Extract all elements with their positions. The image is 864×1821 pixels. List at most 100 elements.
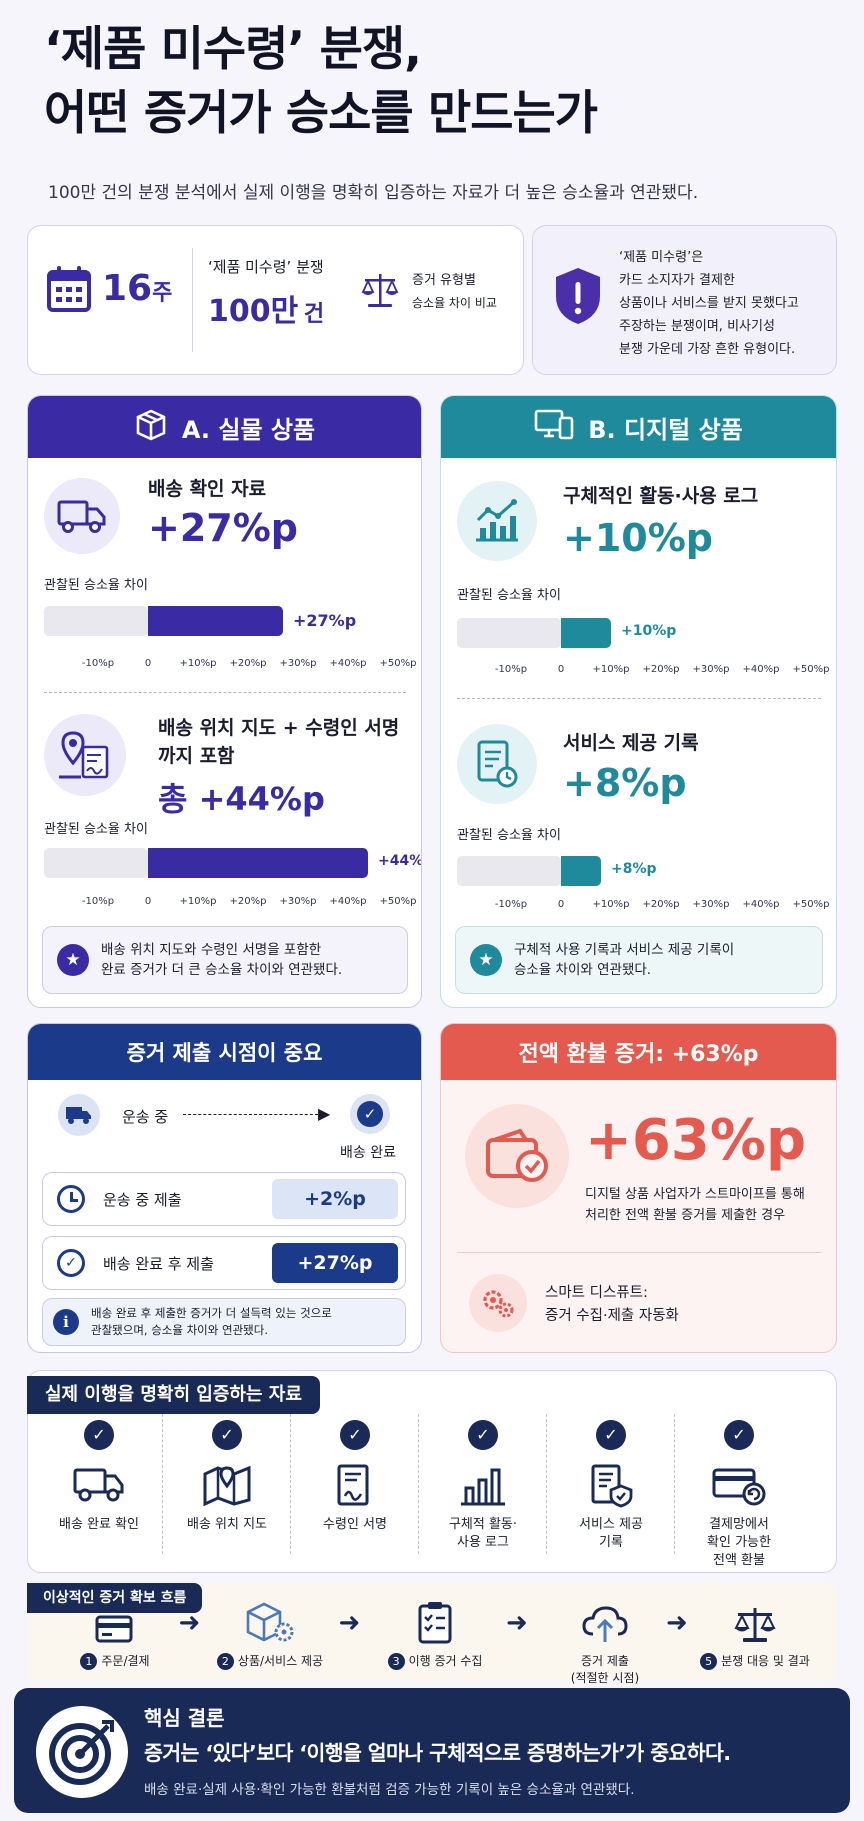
evidence-item-label-1: 배송 완료 확인: [58, 1517, 140, 1532]
axis-tick-label: +10%p: [592, 664, 630, 675]
map-icon: [168, 1464, 286, 1510]
disputes-stat: 100만 건: [208, 286, 324, 330]
step-number: 2: [216, 1653, 234, 1670]
compare-label: 증거 유형별 승소율 차이 비교: [412, 270, 497, 314]
evidence-types-header: 실제 이행을 명확히 입증하는 자료: [27, 1376, 320, 1414]
evidence-item-label-2: 확인 가능한: [707, 1535, 771, 1550]
digital-goods-panel: B. 디지털 상품 구체적인 활동·사용 로그 +10%p 관찰된 승소율 차이…: [440, 395, 837, 1008]
axis-tick-label: +30%p: [692, 899, 730, 910]
evidence-item-label-2: 기록: [599, 1535, 623, 1550]
shield-icon: [553, 266, 603, 330]
page-title: ‘제품 미수령’ 분쟁, 어떤 증거가 승소를 만드는가: [44, 18, 598, 146]
wallet-refund-icon: [465, 1104, 569, 1208]
timing-header: 증거 제출 시점이 중요: [28, 1024, 421, 1080]
evidence-separator: [674, 1414, 675, 1554]
checkmark-icon: ✓: [212, 1420, 242, 1450]
star-icon: ★: [470, 944, 502, 976]
digital-goods-title: B. 디지털 상품: [588, 415, 743, 444]
checkmark-icon: ✓: [84, 1420, 114, 1450]
evidence-item-label-3: 전액 환불: [713, 1553, 765, 1568]
physical-bar-1-fill: [148, 606, 283, 636]
compare-line-1: 증거 유형별: [412, 273, 476, 288]
growth-chart-icon: [457, 481, 537, 561]
axis-tick-label: -10%p: [81, 896, 115, 907]
compare-line-2: 승소율 차이 비교: [412, 296, 497, 310]
smart-disputes-line-2: 증거 수집·제출 자동화: [545, 1308, 679, 1324]
weeks-stat: 16주: [102, 268, 172, 309]
digital-metric-2-value: +8%p: [563, 761, 687, 805]
physical-goods-panel: A. 실물 상품 배송 확인 자료 +27%p 관찰된 승소율 차이 +27%p…: [27, 395, 422, 1008]
gears-icon: [469, 1274, 527, 1332]
physical-bar-2-label: 관찰된 승소율 차이: [44, 822, 148, 837]
checkmark-icon: ✓: [596, 1420, 626, 1450]
checkmark-icon: ✓: [468, 1420, 498, 1450]
physical-bar-2-value: +44%p: [378, 853, 422, 869]
conclusion-title: 핵심 결론: [144, 1706, 225, 1730]
in-transit-label: 운송 중: [122, 1108, 169, 1126]
physical-note-text: 배송 위치 지도와 수령인 서명을 포함한 완료 증거가 더 큰 승소율 차이와…: [101, 940, 342, 980]
truck-icon: [44, 478, 120, 554]
axis-tick-label: +30%p: [279, 896, 317, 907]
refund-divider: [457, 1252, 821, 1253]
evidence-item-delivery-confirmation: ✓ 배송 완료 확인: [40, 1420, 158, 1534]
axis-tick-label: +50%p: [379, 896, 417, 907]
stats-divider: [192, 248, 193, 352]
flow-arrow-icon: ➜: [178, 1608, 201, 1638]
physical-bar-1-value: +27%p: [293, 611, 357, 630]
physical-divider: [44, 692, 406, 693]
truck-icon: [40, 1464, 158, 1510]
refund-desc-line-2: 처리한 전액 환불 증거를 제출한 경우: [585, 1208, 786, 1223]
evidence-separator: [290, 1414, 291, 1554]
physical-metric-2-line-1: 배송 위치 지도 + 수령인 서명: [158, 717, 400, 739]
flow-arrow-icon: ➜: [338, 1608, 361, 1638]
flow-step-label: 2 상품/서비스 제공: [205, 1652, 335, 1670]
map-signature-icon: [44, 714, 126, 796]
step-text: 주문/결제: [101, 1654, 150, 1668]
axis-tick-label: +40%p: [742, 899, 780, 910]
check-circle-icon: ✓: [350, 1094, 390, 1134]
evidence-item-label-1: 수령인 서명: [323, 1517, 387, 1532]
digital-bar-1-track: [457, 618, 561, 648]
digital-bar-1-value: +10%p: [621, 623, 677, 639]
disputes-label: ‘제품 미수령’ 분쟁: [208, 258, 324, 276]
digital-metric-1-label: 구체적인 활동·사용 로그: [563, 485, 759, 507]
flow-step-collect-evidence: 3 이행 증거 수집: [370, 1596, 500, 1670]
digital-goods-header: B. 디지털 상품: [441, 396, 836, 458]
weeks-value: 16: [102, 268, 153, 309]
title-line-2: 어떤 증거가 승소를 만드는가: [44, 86, 598, 141]
evidence-item-label-2: 사용 로그: [457, 1535, 509, 1550]
cloud-upload-icon: [540, 1596, 670, 1644]
digital-bar-2-label: 관찰된 승소율 차이: [457, 828, 561, 843]
evidence-item-network-refund: ✓ 결제망에서 확인 가능한 전액 환불: [680, 1420, 798, 1570]
signature-document-icon: [296, 1464, 414, 1510]
step-number: 5: [700, 1653, 718, 1670]
digital-bar-1-label: 관찰된 승소율 차이: [457, 588, 561, 603]
axis-tick-label: +20%p: [642, 899, 680, 910]
axis-tick-label: +50%p: [379, 658, 417, 669]
timing-note-line-1: 배송 완료 후 제출한 증거가 더 설득력 있는 것으로: [91, 1306, 332, 1320]
digital-metric-1-value: +10%p: [563, 516, 713, 560]
checkmark-icon: ✓: [340, 1420, 370, 1450]
stats-card: 16주 ‘제품 미수령’ 분쟁 100만 건 증거 유형별 승소율 차이 비교: [27, 225, 524, 375]
bar-chart-icon: [424, 1464, 542, 1510]
clipboard-checklist-icon: [370, 1596, 500, 1644]
definition-line-1: ‘제품 미수령’은: [619, 250, 704, 265]
step-text: 분쟁 대응 및 결과: [721, 1654, 810, 1668]
axis-tick-label: +20%p: [642, 664, 680, 675]
timeline-arrowhead: ▶: [318, 1104, 331, 1123]
title-line-1: ‘제품 미수령’ 분쟁,: [44, 22, 422, 77]
checkmark-icon: ✓: [724, 1420, 754, 1450]
definition-line-5: 분쟁 가운데 가장 흔한 유형이다.: [619, 342, 796, 357]
box-icon: [134, 407, 168, 447]
flow-step-label: 3 이행 증거 수집: [370, 1652, 500, 1670]
evidence-separator: [162, 1414, 163, 1554]
axis-tick-label: +30%p: [692, 664, 730, 675]
timing-note-text: 배송 완료 후 제출한 증거가 더 설득력 있는 것으로 관찰됐으며, 승소율 …: [91, 1305, 332, 1339]
document-clock-icon: [457, 724, 537, 804]
step-subtext: (적절한 시점): [570, 1671, 640, 1685]
flow-step-submit-evidence: 증거 제출 (적절한 시점): [540, 1596, 670, 1686]
definition-line-2: 카드 소지자가 결제한: [619, 273, 735, 288]
step-text: 이행 증거 수집: [408, 1654, 483, 1668]
step-text: 상품/서비스 제공: [237, 1654, 324, 1668]
step-text: 증거 제출: [581, 1654, 629, 1668]
